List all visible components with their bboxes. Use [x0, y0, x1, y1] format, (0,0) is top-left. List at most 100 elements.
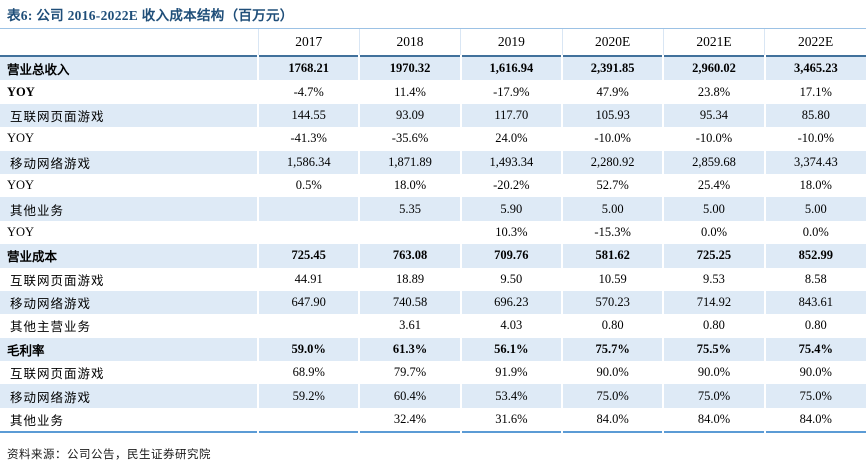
table-row: YOY -4.7% 11.4% -17.9% 47.9% 23.8% 17.1%	[0, 80, 866, 104]
row-label: 营业成本	[7, 250, 58, 265]
cell-value: 3,374.43	[763, 150, 866, 174]
cell-value: 0.0%	[763, 220, 866, 245]
cell-value: 581.62	[560, 244, 664, 268]
cell-value: 68.9%	[257, 361, 360, 385]
table-header: 2017 2018 2019 2020E 2021E 2022E	[0, 29, 866, 56]
cell-value: 95.34	[662, 103, 765, 128]
cell-value: 5.00	[560, 197, 664, 221]
cell-value: 763.08	[358, 244, 461, 268]
row-label: YOY	[7, 84, 35, 99]
cell-value: 56.1%	[459, 337, 562, 362]
cell-value	[257, 220, 360, 245]
cell-value: 852.99	[763, 244, 866, 268]
source-note: 资料来源：公司公告，民生证券研究院	[7, 449, 211, 462]
table-row: 其他业务 5.35 5.90 5.00 5.00 5.00	[0, 197, 866, 221]
cell-value: 75.0%	[662, 384, 765, 408]
cell-value: 740.58	[358, 290, 461, 315]
cell-value: 59.0%	[257, 337, 360, 362]
header-row: 2017 2018 2019 2020E 2021E 2022E	[0, 29, 866, 56]
cell-value: 52.7%	[560, 173, 664, 198]
cell-value: 725.25	[662, 244, 765, 268]
cell-value: 47.9%	[560, 80, 664, 104]
table-row: 营业总收入 1768.21 1970.32 1,616.94 2,391.85 2,960…	[0, 56, 866, 81]
cell-value: -10.0%	[560, 127, 664, 151]
cell-value: 709.76	[459, 244, 562, 268]
cell-value: 60.4%	[358, 384, 461, 408]
cell-value: 84.0%	[763, 407, 866, 433]
header-cell-year: 2019	[460, 29, 562, 56]
cell-value: 75.5%	[662, 337, 765, 362]
cell-value: 647.90	[257, 290, 360, 315]
cell-value: 5.35	[358, 197, 461, 221]
row-label: 其他业务	[10, 203, 65, 218]
cell-value: 5.00	[662, 197, 765, 221]
cell-value: 53.4%	[459, 384, 562, 408]
cell-value: 9.50	[459, 267, 562, 291]
cell-value: 25.4%	[662, 173, 765, 198]
cell-value: 31.6%	[459, 407, 562, 433]
cell-value	[257, 314, 360, 338]
cell-value: 10.3%	[459, 220, 562, 245]
cell-value: 17.1%	[763, 80, 866, 104]
cell-value: 8.58	[763, 267, 866, 291]
cell-value: 23.8%	[662, 80, 765, 104]
table-row: YOY -41.3% -35.6% 24.0% -10.0% -10.0% -10.0%	[0, 127, 866, 151]
cell-value: 90.0%	[560, 361, 664, 385]
row-label: 其他主营业务	[10, 320, 92, 335]
cell-value: 105.93	[560, 103, 664, 128]
cell-value: 75.0%	[763, 384, 866, 408]
cell-value: 0.0%	[662, 220, 765, 245]
cell-value: 90.0%	[763, 361, 866, 385]
cell-value: 18.0%	[358, 173, 461, 198]
cell-value	[358, 220, 461, 245]
header-cell-year: 2021E	[662, 29, 765, 56]
row-label: 移动网络游戏	[10, 297, 92, 312]
table-row: 移动网络游戏 647.90 740.58 696.23 570.23 714.92 843.…	[0, 290, 866, 315]
header-cell-label	[0, 29, 258, 56]
cell-value: 0.80	[560, 314, 664, 338]
cell-value: 24.0%	[459, 127, 562, 151]
table-row: 互联网页面游戏 44.91 18.89 9.50 10.59 9.53 8.58	[0, 267, 866, 291]
table-row: YOY 0.5% 18.0% -20.2% 52.7% 25.4% 18.0%	[0, 173, 866, 198]
cell-value: 44.91	[257, 267, 360, 291]
cell-value: 1,493.34	[459, 150, 562, 174]
header-cell-year: 2018	[358, 29, 461, 56]
cell-value: -15.3%	[560, 220, 664, 245]
table-body: 营业总收入 1768.21 1970.32 1,616.94 2,391.85 2,960…	[0, 56, 866, 433]
cell-value: 0.80	[662, 314, 765, 338]
cell-value: 4.03	[459, 314, 562, 338]
cell-value: 2,859.68	[662, 150, 765, 174]
table-row: YOY 10.3% -15.3% 0.0% 0.0%	[0, 220, 866, 245]
cell-value: 2,960.02	[662, 56, 765, 81]
cell-value: 1,586.34	[257, 150, 360, 174]
cell-value: 2,280.92	[560, 150, 664, 174]
cell-value: 84.0%	[662, 407, 765, 433]
cell-value: 1,871.89	[358, 150, 461, 174]
row-label: 移动网络游戏	[10, 390, 92, 405]
cell-value: 75.7%	[560, 337, 664, 362]
cell-value: -4.7%	[257, 80, 360, 104]
cell-value: 696.23	[459, 290, 562, 315]
row-label: YOY	[7, 131, 35, 146]
cell-value: 32.4%	[358, 407, 461, 433]
row-label: 互联网页面游戏	[10, 367, 105, 382]
cell-value: 79.7%	[358, 361, 461, 385]
cell-value: 714.92	[662, 290, 765, 315]
row-label: 互联网页面游戏	[10, 109, 105, 124]
cell-value: -17.9%	[459, 80, 562, 104]
table-row: 毛利率 59.0% 61.3% 56.1% 75.7% 75.5% 75.4%	[0, 337, 866, 362]
cell-value: -41.3%	[257, 127, 360, 151]
header-cell-year: 2022E	[764, 29, 866, 56]
cell-value: 84.0%	[560, 407, 664, 433]
cell-value: 93.09	[358, 103, 461, 128]
table-row: 移动网络游戏 1,586.34 1,871.89 1,493.34 2,280.92 2,…	[0, 150, 866, 174]
cell-value: 61.3%	[358, 337, 461, 362]
row-label: 其他业务	[10, 414, 65, 429]
table-row: 互联网页面游戏 68.9% 79.7% 91.9% 90.0% 90.0% 90.0%	[0, 361, 866, 385]
cell-value: -20.2%	[459, 173, 562, 198]
cell-value: 90.0%	[662, 361, 765, 385]
row-label: 毛利率	[7, 343, 45, 358]
cell-value: 1768.21	[257, 56, 360, 81]
cell-value: 0.80	[763, 314, 866, 338]
cell-value: 3,465.23	[763, 56, 866, 81]
